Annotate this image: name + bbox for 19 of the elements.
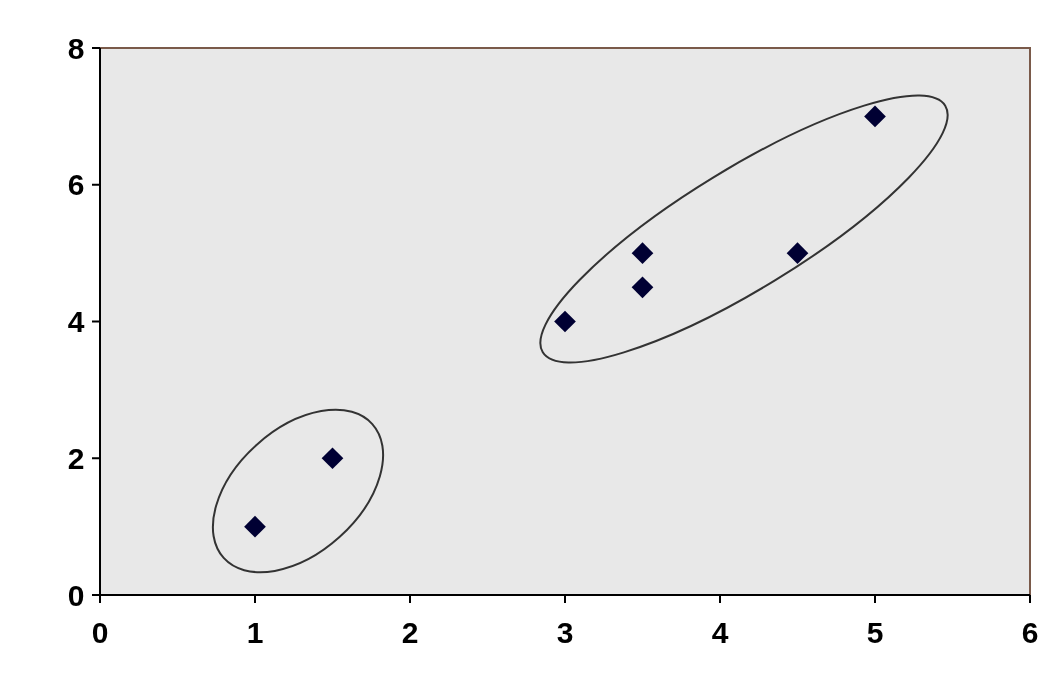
- y-tick-label: 6: [67, 168, 85, 202]
- y-tick-label: 0: [67, 578, 85, 612]
- y-tick-label: 4: [67, 305, 85, 338]
- x-tick-label: 0: [91, 616, 109, 649]
- point: [321, 447, 344, 470]
- y-tick-label: 2: [67, 441, 85, 475]
- point: [554, 310, 576, 333]
- point: [631, 242, 654, 264]
- point: [631, 276, 654, 299]
- point: [244, 515, 266, 538]
- x-tick-label: 1: [246, 616, 264, 649]
- x-tick-label: 3: [556, 616, 574, 649]
- point: [864, 105, 886, 128]
- x-tick-label: 4: [711, 616, 729, 649]
- y-tick-label: 8: [67, 31, 85, 65]
- x-tick-label: 6: [1021, 616, 1039, 649]
- x-tick-label: 2: [401, 616, 419, 649]
- x-tick-label: 5: [866, 616, 884, 649]
- point: [786, 242, 809, 264]
